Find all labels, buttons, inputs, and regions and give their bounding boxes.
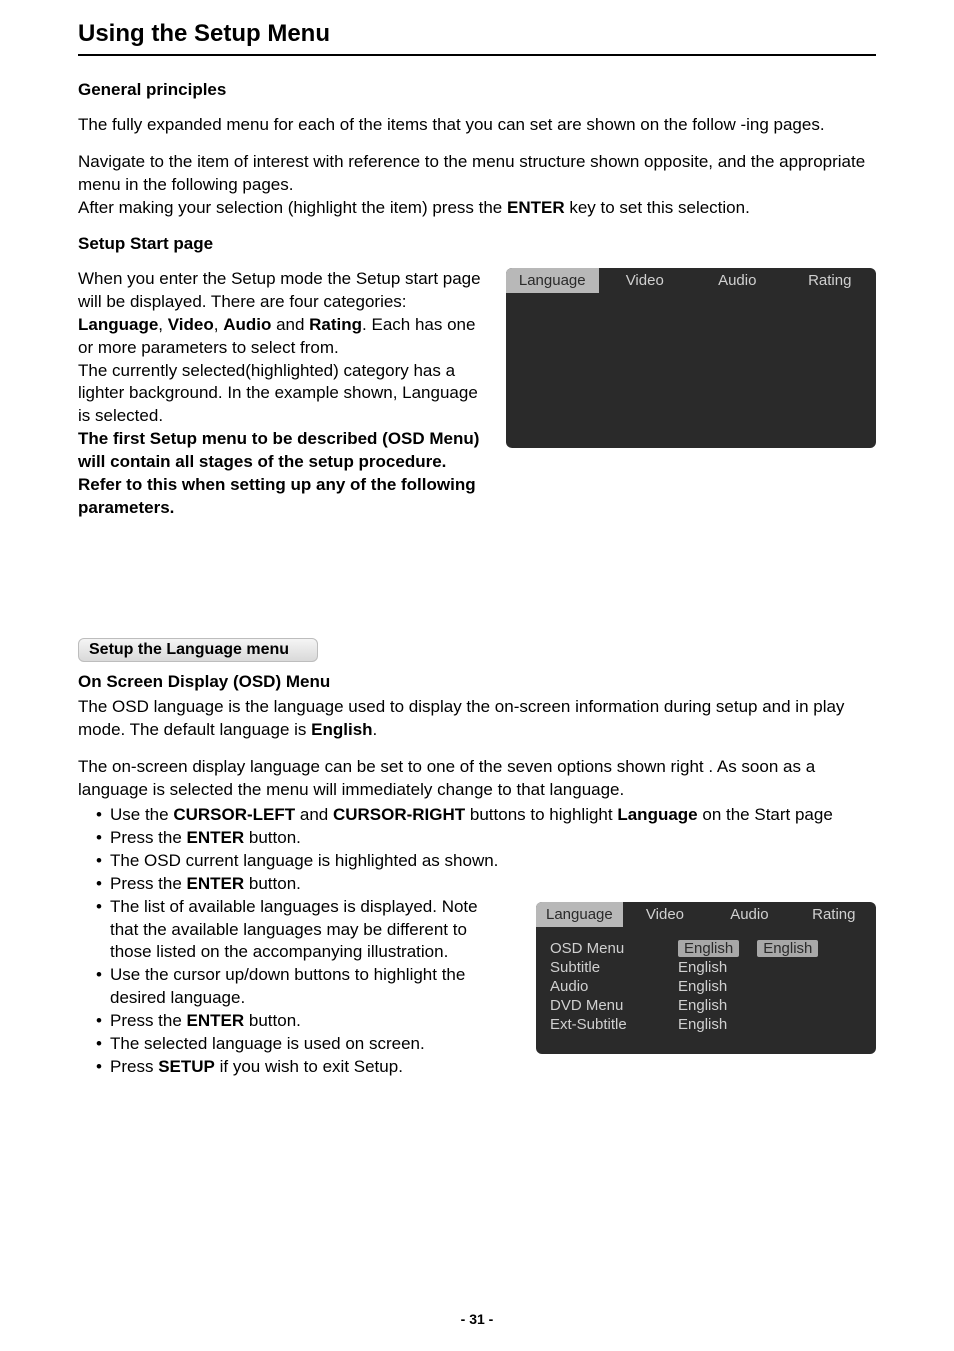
b3-pre: Press the bbox=[110, 874, 187, 893]
b0-post: on the Start page bbox=[698, 805, 833, 824]
b1-pre: Press the bbox=[110, 828, 187, 847]
menu2-row-audio-value: English bbox=[678, 978, 727, 995]
general-para3-pre: After making your selection (highlight t… bbox=[78, 198, 507, 217]
bullet-1: Press the ENTER button. bbox=[96, 827, 876, 850]
page-title: Using the Setup Menu bbox=[78, 20, 876, 56]
general-para3-post: key to set this selection. bbox=[565, 198, 750, 217]
menu2-row-osd: OSD Menu English English bbox=[550, 939, 862, 958]
menu1-tab-language: Language bbox=[506, 268, 599, 293]
menu2-row-audio: Audio English bbox=[550, 977, 862, 996]
bullet-6: Press the ENTER button. bbox=[96, 1010, 488, 1033]
general-para2: Navigate to the item of interest with re… bbox=[78, 151, 876, 197]
general-para3: After making your selection (highlight t… bbox=[78, 197, 876, 220]
bullet-3: Press the ENTER button. bbox=[96, 873, 876, 896]
menu2-row-ext: Ext-Subtitle English bbox=[550, 1015, 862, 1034]
menu2-row-osd-value2: English bbox=[757, 940, 818, 957]
b1-post: button. bbox=[244, 828, 301, 847]
b0-mid2: buttons to highlight bbox=[465, 805, 617, 824]
b6-pre: Press the bbox=[110, 1011, 187, 1030]
menu2-tab-rating: Rating bbox=[792, 902, 876, 927]
b0-mid: and bbox=[295, 805, 333, 824]
menu2-row-subtitle-value: English bbox=[678, 959, 727, 976]
menu2-tabs: Language Video Audio Rating bbox=[536, 902, 876, 927]
general-para1: The fully expanded menu for each of the … bbox=[78, 114, 876, 137]
bullet-0: Use the CURSOR-LEFT and CURSOR-RIGHT but… bbox=[96, 804, 876, 827]
c3: and bbox=[271, 315, 309, 334]
menu2-tab-video: Video bbox=[623, 902, 707, 927]
menu2-row-dvd-value: English bbox=[678, 997, 727, 1014]
osd-bullets-bottom: The list of available languages is displ… bbox=[78, 896, 488, 1080]
bullet-4: The list of available languages is displ… bbox=[96, 896, 488, 965]
menu2-row-ext-label: Ext-Subtitle bbox=[550, 1016, 660, 1033]
osd-p2: The on-screen display language can be se… bbox=[78, 756, 876, 802]
osd-heading: On Screen Display (OSD) Menu bbox=[78, 672, 876, 692]
bullet-2: The OSD current language is highlighted … bbox=[96, 850, 876, 873]
menu2-tab-language: Language bbox=[536, 902, 623, 927]
setup-start-b3: Audio bbox=[223, 315, 271, 334]
menu2-body: OSD Menu English English Subtitle Englis… bbox=[536, 927, 876, 1054]
b7-pre: The selected language is used on screen. bbox=[110, 1034, 425, 1053]
b6-b1: ENTER bbox=[187, 1011, 245, 1030]
menu2-row-subtitle: Subtitle English bbox=[550, 958, 862, 977]
setup-start-menu: Language Video Audio Rating bbox=[506, 268, 876, 448]
general-heading: General principles bbox=[78, 80, 876, 100]
b0-b2: CURSOR-RIGHT bbox=[333, 805, 465, 824]
b5-pre: Use the cursor up/down buttons to highli… bbox=[110, 965, 465, 1007]
c1: , bbox=[158, 315, 167, 334]
menu2-row-ext-value: English bbox=[678, 1016, 727, 1033]
menu1-tabs: Language Video Audio Rating bbox=[506, 268, 876, 293]
osd-p1-b: English bbox=[311, 720, 372, 739]
b1-b1: ENTER bbox=[187, 828, 245, 847]
b2-pre: The OSD current language is highlighted … bbox=[110, 851, 498, 870]
setup-start-b2: Video bbox=[168, 315, 214, 334]
setup-start-p3-bold: The first Setup menu to be described (OS… bbox=[78, 429, 479, 517]
osd-p1-post: . bbox=[373, 720, 378, 739]
b3-post: button. bbox=[244, 874, 301, 893]
menu2-row-osd-value: English bbox=[678, 940, 739, 957]
b0-b3: Language bbox=[617, 805, 697, 824]
c2: , bbox=[214, 315, 223, 334]
menu1-body bbox=[506, 293, 876, 448]
setup-start-p2: The currently selected(highlighted) cate… bbox=[78, 360, 482, 429]
bullet-8: Press SETUP if you wish to exit Setup. bbox=[96, 1056, 488, 1079]
language-menu: Language Video Audio Rating OSD Menu Eng… bbox=[536, 902, 876, 1054]
b4-pre: The list of available languages is displ… bbox=[110, 897, 478, 962]
menu2-row-osd-label: OSD Menu bbox=[550, 940, 660, 957]
bullet-5: Use the cursor up/down buttons to highli… bbox=[96, 964, 488, 1010]
menu2-row-dvd: DVD Menu English bbox=[550, 996, 862, 1015]
setup-start-b4: Rating bbox=[309, 315, 362, 334]
setup-start-p1-pre: When you enter the Setup mode the Setup … bbox=[78, 269, 481, 311]
menu2-row-subtitle-label: Subtitle bbox=[550, 959, 660, 976]
page-number: - 31 - bbox=[0, 1311, 954, 1327]
bullet-7: The selected language is used on screen. bbox=[96, 1033, 488, 1056]
menu1-tab-rating: Rating bbox=[784, 268, 877, 293]
osd-p1: The OSD language is the language used to… bbox=[78, 696, 876, 742]
osd-p1-pre: The OSD language is the language used to… bbox=[78, 697, 844, 739]
b3-b1: ENTER bbox=[187, 874, 245, 893]
b6-post: button. bbox=[244, 1011, 301, 1030]
setup-start-p3: The first Setup menu to be described (OS… bbox=[78, 428, 482, 520]
osd-bullets-top: Use the CURSOR-LEFT and CURSOR-RIGHT but… bbox=[78, 804, 876, 896]
b0-pre: Use the bbox=[110, 805, 173, 824]
menu1-tab-video: Video bbox=[599, 268, 692, 293]
menu2-row-audio-label: Audio bbox=[550, 978, 660, 995]
b8-pre: Press bbox=[110, 1057, 158, 1076]
menu2-row-dvd-label: DVD Menu bbox=[550, 997, 660, 1014]
b8-b1: SETUP bbox=[158, 1057, 215, 1076]
setup-start-heading: Setup Start page bbox=[78, 234, 876, 254]
pill-heading: Setup the Language menu bbox=[78, 638, 318, 662]
menu1-tab-audio: Audio bbox=[691, 268, 784, 293]
b8-post: if you wish to exit Setup. bbox=[215, 1057, 403, 1076]
setup-start-p1: When you enter the Setup mode the Setup … bbox=[78, 268, 482, 360]
general-para3-b: ENTER bbox=[507, 198, 565, 217]
menu2-tab-audio: Audio bbox=[707, 902, 791, 927]
setup-start-b1: Language bbox=[78, 315, 158, 334]
b0-b1: CURSOR-LEFT bbox=[173, 805, 295, 824]
